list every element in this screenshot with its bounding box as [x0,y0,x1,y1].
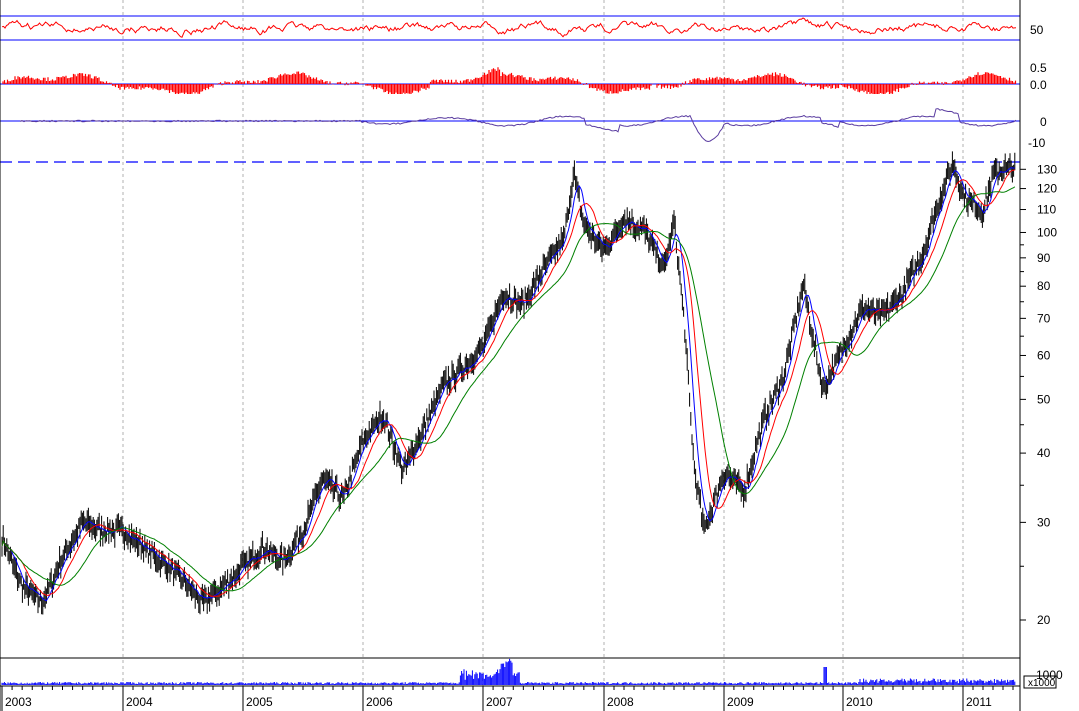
ma-long-line [1,186,1016,592]
volume-bars [1,658,1016,685]
histogram-tick-label: 0.5 [1030,61,1047,75]
y-tick-label: 40 [1037,446,1051,460]
histogram-tick-label: 0.0 [1030,78,1047,92]
y-tick-label: 70 [1037,311,1051,325]
volume-panel [1,658,1016,685]
year-grid-lines [122,0,964,686]
x-tick-label: 2010 [846,695,873,709]
y-tick-label: 30 [1037,515,1051,529]
rsi-panel [0,15,1020,41]
x-tick-label: 2011 [966,695,992,709]
momentum-panel [0,108,1020,143]
volume-scale-box [1023,675,1057,689]
price-bars [1,151,1016,615]
histogram-bars [2,67,1017,94]
y-tick-label: 90 [1037,251,1051,265]
momentum-tick-label: -10 [1028,136,1046,150]
ma-medium-line [1,169,1015,597]
rsi-tick-label: 50 [1030,23,1044,37]
histogram-panel [0,67,1020,94]
y-tick-label: 50 [1037,392,1051,406]
y-tick-label: 100 [1037,225,1057,239]
x-tick-label: 2009 [727,695,754,709]
price-panel [0,151,1020,615]
x-tick-label: 2004 [126,695,153,709]
x-tick-label: 2003 [5,695,32,709]
y-tick-label: 110 [1037,203,1056,217]
y-tick-label: 80 [1037,279,1051,293]
rsi-line [1,17,1017,38]
x-tick-label: 2005 [246,695,273,709]
ma-short-line [1,167,1015,602]
x-tick-label: 2008 [607,695,634,709]
y-tick-label: 130 [1037,162,1057,176]
y-tick-label: 120 [1037,182,1057,196]
y-tick-label: 60 [1037,348,1051,362]
y-tick-label: 20 [1037,613,1051,627]
momentum-line [19,108,1017,143]
volume-scale-label: x1000 [1028,678,1056,689]
momentum-tick-label: 0 [1040,115,1047,129]
x-tick-label: 2007 [486,695,513,709]
x-tick-label: 2006 [366,695,393,709]
